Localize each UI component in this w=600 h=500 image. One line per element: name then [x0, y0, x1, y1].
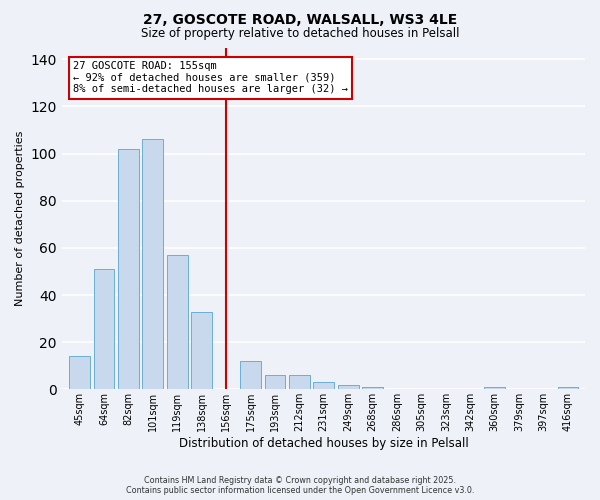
Bar	[484, 387, 505, 390]
Bar	[557, 387, 578, 390]
X-axis label: Distribution of detached houses by size in Pelsall: Distribution of detached houses by size …	[179, 437, 469, 450]
Bar	[240, 361, 261, 390]
Y-axis label: Number of detached properties: Number of detached properties	[15, 130, 25, 306]
Text: Size of property relative to detached houses in Pelsall: Size of property relative to detached ho…	[141, 28, 459, 40]
Text: 27 GOSCOTE ROAD: 155sqm
← 92% of detached houses are smaller (359)
8% of semi-de: 27 GOSCOTE ROAD: 155sqm ← 92% of detache…	[73, 61, 348, 94]
Bar	[94, 269, 115, 390]
Bar	[167, 255, 188, 390]
Bar	[118, 149, 139, 390]
Bar	[338, 384, 359, 390]
Bar	[265, 375, 285, 390]
Bar	[313, 382, 334, 390]
Bar	[69, 356, 90, 390]
Bar	[142, 140, 163, 390]
Text: 27, GOSCOTE ROAD, WALSALL, WS3 4LE: 27, GOSCOTE ROAD, WALSALL, WS3 4LE	[143, 12, 457, 26]
Bar	[191, 312, 212, 390]
Text: Contains HM Land Registry data © Crown copyright and database right 2025.
Contai: Contains HM Land Registry data © Crown c…	[126, 476, 474, 495]
Bar	[362, 387, 383, 390]
Bar	[289, 375, 310, 390]
